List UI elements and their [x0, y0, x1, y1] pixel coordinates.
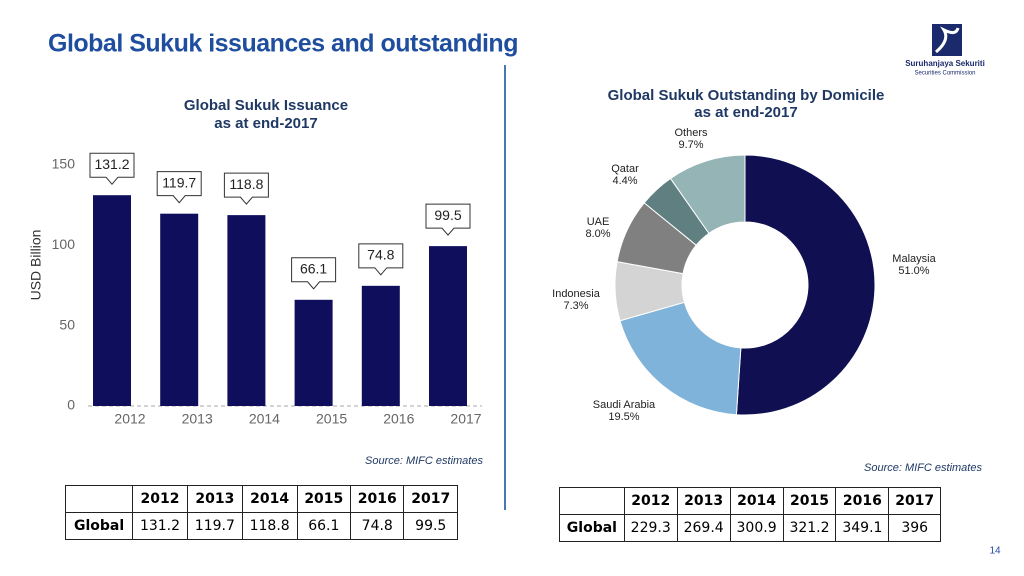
- slice-name: Malaysia: [892, 253, 936, 265]
- table-cell: 131.2: [132, 512, 188, 540]
- slice-name: UAE: [587, 216, 610, 228]
- data-label: 99.5: [434, 207, 461, 223]
- issuance-table: 2012 2013 2014 2015 2016 2017 Global 131.2 119.7…: [64, 485, 458, 540]
- chart-title: Global Sukuk Issuance: [184, 97, 348, 114]
- table-cell: 300.9: [729, 514, 784, 542]
- y-tick-label: 50: [59, 316, 75, 332]
- table-cell: 2016: [350, 485, 405, 513]
- y-tick-label: 100: [52, 236, 76, 252]
- callout-box: [358, 243, 404, 276]
- table-cell: 2012: [623, 487, 678, 515]
- bar: [160, 213, 199, 406]
- data-label: 74.8: [367, 247, 394, 263]
- table-cell: 229.3: [623, 514, 678, 542]
- bar: [361, 285, 400, 406]
- bar: [93, 195, 131, 406]
- logo-name: Suruhanjaya Sekuriti: [905, 59, 985, 68]
- table-cell: 2013: [676, 487, 731, 515]
- slice-name: Qatar: [611, 163, 639, 175]
- callout-box: [89, 152, 135, 185]
- logo: Suruhanjaya Sekuriti Securities Commissi…: [905, 24, 985, 77]
- x-tick-label: 2014: [249, 411, 280, 427]
- data-label: 66.1: [300, 261, 327, 277]
- table-cell: 2013: [186, 485, 243, 513]
- table-cell: [559, 487, 625, 515]
- table-cell: 66.1: [296, 512, 352, 540]
- slice-label: 8.0%: [585, 228, 610, 240]
- chart-title: Global Sukuk Outstanding by Domicile: [608, 87, 885, 104]
- table-cell: 118.8: [241, 512, 298, 540]
- chart-subtitle: as at end-2017: [214, 115, 317, 132]
- logo-swoosh: [935, 26, 960, 54]
- table-cell: 2016: [835, 487, 890, 515]
- table-cell: 119.7: [186, 512, 243, 540]
- x-tick-label: 2015: [316, 411, 347, 427]
- callout-box: [291, 257, 337, 290]
- x-tick-label: 2013: [182, 411, 213, 427]
- slice-name: Others: [674, 127, 708, 139]
- y-tick-label: 150: [52, 156, 76, 172]
- header-row: 2012 2013 2014 2015 2016 2017: [64, 485, 458, 513]
- slice-label: 9.7%: [678, 139, 703, 151]
- table-cell: 321.2: [782, 514, 837, 542]
- table-cell: 99.5: [403, 512, 458, 540]
- x-tick-label: 2016: [383, 411, 414, 427]
- logo-subtitle: Securities Commission: [914, 71, 975, 77]
- donut-slice: [735, 154, 876, 416]
- callout-box: [425, 203, 471, 236]
- source: Source: MIFC estimates: [365, 455, 483, 467]
- slice-label: 19.5%: [608, 411, 639, 423]
- table-cell: 2015: [782, 487, 837, 515]
- data-label: 131.2: [94, 156, 129, 172]
- table-cell: 2014: [729, 487, 784, 515]
- data-row: Global 229.3 269.4 300.9 321.2 349.1 396: [559, 514, 941, 542]
- y-axis-label: USD Billion: [28, 230, 44, 301]
- table-cell: 2012: [132, 485, 188, 513]
- slide-title: Global Sukuk issuances and outstanding: [48, 30, 518, 58]
- table-cell: 396: [888, 514, 941, 542]
- slice-label: 7.3%: [563, 300, 588, 312]
- chart-subtitle: as at end-2017: [694, 104, 797, 121]
- table-cell: 74.8: [350, 512, 405, 540]
- slice-label: 51.0%: [898, 265, 929, 277]
- table-cell: Global: [559, 514, 625, 542]
- data-row: Global 131.2 119.7 118.8 66.1 74.8 99.5: [64, 512, 458, 540]
- bar: [294, 299, 333, 406]
- bar: [429, 246, 467, 406]
- table-cell: 269.4: [676, 514, 731, 542]
- slice-name: Indonesia: [552, 288, 601, 300]
- table-cell: 2015: [296, 485, 352, 513]
- slice-label: 4.4%: [612, 175, 637, 187]
- page-number: 14: [989, 546, 1001, 557]
- table-cell: 2017: [403, 485, 458, 513]
- table-cell: 2017: [888, 487, 941, 515]
- table-cell: 349.1: [835, 514, 890, 542]
- source: Source: MIFC estimates: [864, 462, 982, 474]
- data-label: 118.8: [229, 176, 263, 192]
- x-tick-label: 2012: [114, 411, 145, 427]
- table-cell: 2014: [241, 485, 298, 513]
- header-row: 2012 2013 2014 2015 2016 2017: [559, 487, 941, 515]
- bar: [227, 215, 266, 406]
- slice-name: Saudi Arabia: [593, 399, 656, 411]
- table-cell: [64, 485, 134, 513]
- data-label: 119.7: [162, 174, 196, 190]
- donut-slice: [619, 301, 742, 416]
- table-cell: Global: [64, 512, 134, 540]
- y-tick-label: 0: [67, 397, 75, 413]
- callout-box: [223, 172, 269, 205]
- callout-box: [156, 171, 202, 204]
- x-tick-label: 2017: [450, 411, 481, 427]
- donut-slice: [669, 154, 746, 235]
- outstanding-table: 2012 2013 2014 2015 2016 2017 Global 229.3 269.4…: [559, 487, 941, 542]
